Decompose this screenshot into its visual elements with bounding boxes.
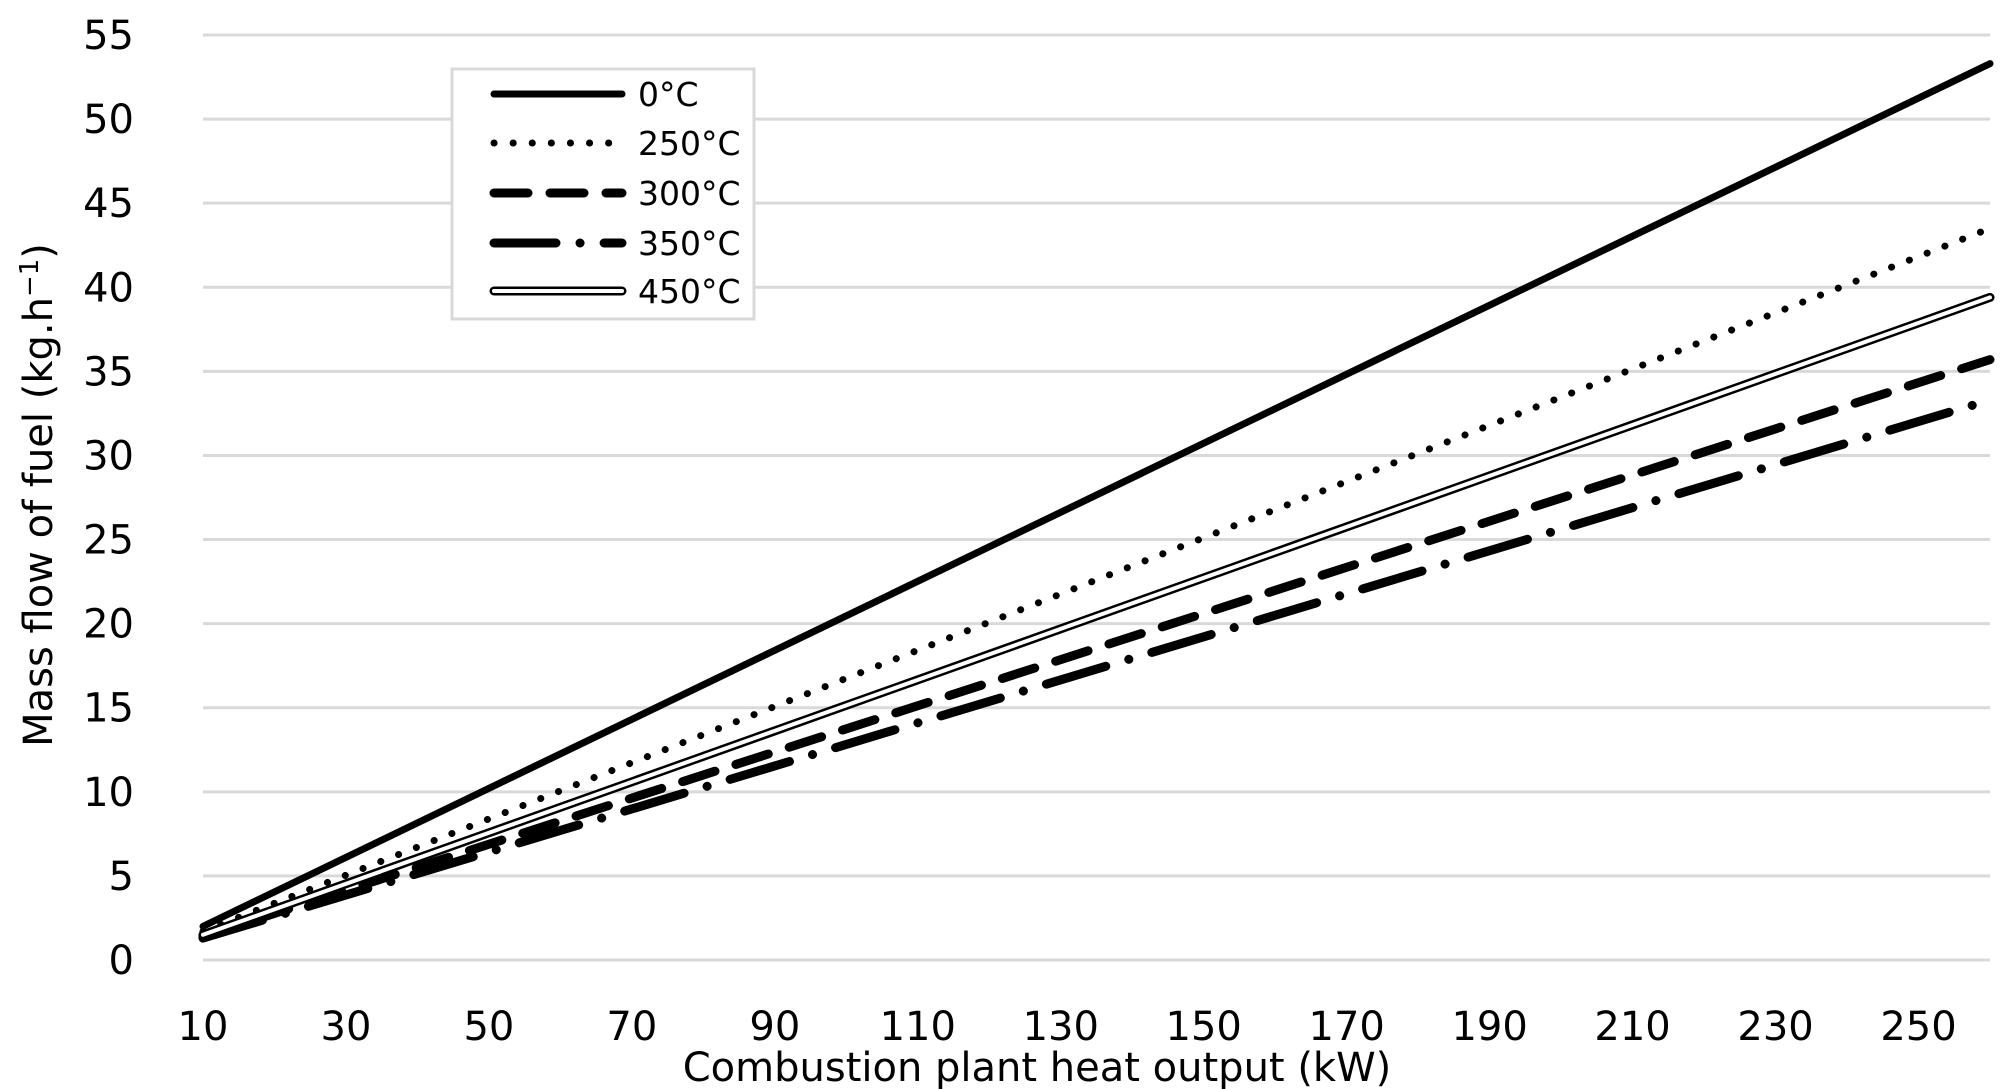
y-tick-label: 55 bbox=[83, 13, 134, 59]
x-tick-label: 50 bbox=[463, 1004, 514, 1050]
y-tick-label: 50 bbox=[83, 97, 134, 143]
series-line-1 bbox=[199, 224, 1994, 935]
x-tick-label: 130 bbox=[1023, 1004, 1099, 1050]
legend: 0°C 250°C 300°C 350°C 450°C bbox=[450, 67, 756, 321]
y-tick-label: 25 bbox=[83, 518, 134, 564]
x-tick-label: 150 bbox=[1166, 1004, 1242, 1050]
x-tick-label: 90 bbox=[749, 1004, 800, 1050]
legend-label: 450°C bbox=[638, 272, 741, 311]
x-tick-label: 210 bbox=[1594, 1004, 1670, 1050]
y-tick-labels: 0 5 10 15 20 25 30 35 40 45 50 55 bbox=[83, 13, 134, 984]
x-tick-label: 170 bbox=[1309, 1004, 1385, 1050]
y-tick-label: 45 bbox=[83, 181, 134, 227]
x-tick-label: 110 bbox=[880, 1004, 956, 1050]
y-tick-label: 30 bbox=[83, 433, 134, 479]
x-tick-labels: 10 30 50 70 90 110 130 150 170 190 210 230 250 bbox=[178, 1004, 1957, 1050]
x-tick-label: 250 bbox=[1880, 1004, 1956, 1050]
legend-label: 0°C bbox=[638, 75, 699, 114]
y-tick-label: 20 bbox=[83, 602, 134, 648]
y-tick-label: 5 bbox=[109, 854, 134, 900]
x-axis-label: Combustion plant heat output (kW) bbox=[683, 1045, 1392, 1089]
y-tick-label: 40 bbox=[83, 265, 134, 311]
x-tick-label: 190 bbox=[1451, 1004, 1527, 1050]
y-axis-label: Mass flow of fuel (kg.h−1) bbox=[15, 243, 62, 747]
x-tick-label: 230 bbox=[1737, 1004, 1813, 1050]
series-line-4 bbox=[198, 292, 1995, 940]
legend-label: 350°C bbox=[638, 224, 741, 263]
series-line-0 bbox=[199, 60, 1994, 930]
legend-label: 250°C bbox=[638, 124, 741, 163]
y-tick-label: 15 bbox=[83, 686, 134, 732]
series-line-2 bbox=[198, 355, 1995, 941]
y-axis-label-close: ) bbox=[16, 243, 62, 259]
x-tick-label: 10 bbox=[178, 1004, 229, 1050]
x-tick-label: 70 bbox=[606, 1004, 657, 1050]
x-tick-label: 30 bbox=[321, 1004, 372, 1050]
legend-label: 300°C bbox=[638, 174, 741, 213]
y-axis-label-superscript: −1 bbox=[15, 259, 45, 297]
y-axis-label-main: Mass flow of fuel (kg.h bbox=[16, 297, 62, 747]
series-line-3 bbox=[198, 395, 1995, 943]
series-lines bbox=[198, 60, 1995, 943]
y-tick-label: 10 bbox=[83, 770, 134, 816]
y-tick-label: 35 bbox=[83, 349, 134, 395]
y-tick-label: 0 bbox=[109, 938, 134, 984]
